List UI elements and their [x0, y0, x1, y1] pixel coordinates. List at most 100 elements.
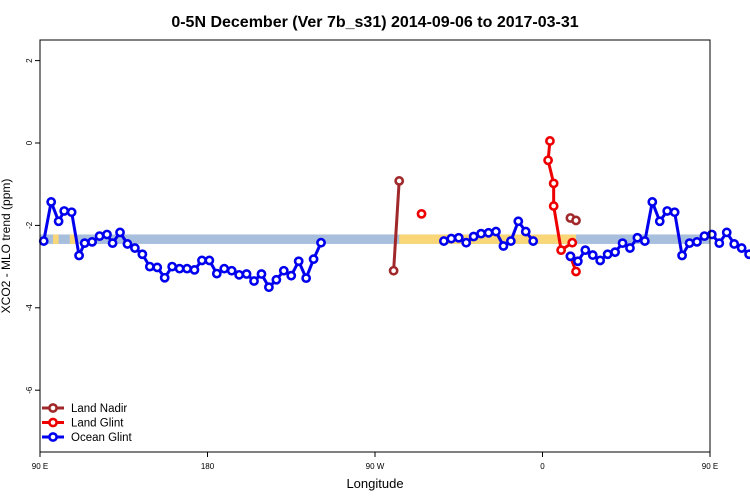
data-point [241, 269, 252, 279]
legend-label: Land Nadir [71, 403, 127, 415]
data-point [174, 263, 185, 274]
data-point [548, 178, 559, 189]
data-point [567, 237, 578, 248]
band-base [40, 234, 710, 244]
data-point [301, 273, 312, 284]
data-point [476, 228, 486, 239]
legend-swatch-marker [48, 432, 58, 442]
x-tick-label: 90 E [32, 462, 48, 471]
legend-item: Land Nadir [42, 403, 127, 415]
plot-frame [39, 39, 711, 453]
plot-area [38, 39, 750, 453]
data-point [632, 232, 643, 243]
band-highlight-2 [399, 234, 576, 244]
data-point [617, 238, 628, 249]
data-point [505, 236, 516, 246]
band-highlight-0 [53, 234, 59, 244]
legend-label: Ocean Glint [71, 432, 133, 444]
data-point [204, 255, 215, 266]
x-tick-label: 0 [540, 462, 545, 471]
data-point [293, 256, 304, 267]
data-point [59, 206, 70, 216]
data-point [662, 206, 673, 216]
data-point [102, 229, 112, 240]
data-point [556, 245, 567, 256]
data-point [53, 216, 64, 227]
data-point [46, 197, 57, 207]
data-point [197, 255, 207, 266]
data-point [152, 262, 163, 273]
band-highlight-1 [69, 234, 76, 244]
data-point [167, 261, 178, 272]
data-point [219, 263, 230, 274]
data-point [677, 250, 687, 261]
data-point [595, 255, 606, 266]
data-point [736, 243, 747, 253]
data-point [654, 216, 665, 227]
data-point [520, 226, 531, 237]
series-layer [38, 136, 750, 293]
data-point [625, 243, 635, 253]
legend: Land Nadir Land Glint Ocean Glint [42, 403, 133, 444]
data-point [468, 231, 479, 242]
data-point [115, 227, 125, 238]
data-point [394, 176, 405, 186]
data-point [137, 249, 148, 260]
data-point [684, 238, 695, 249]
y-tick-label: -2 [25, 221, 34, 229]
legend-swatch-marker [48, 403, 58, 413]
data-point [107, 238, 118, 249]
data-point [438, 236, 449, 246]
chart-title: 0-5N December (Ver 7b_s31) 2014-09-06 to… [171, 14, 578, 31]
data-point [453, 232, 464, 243]
data-point [647, 197, 658, 207]
y-axis-label: XCO2 - MLO trend (ppm) [0, 179, 13, 314]
data-point [159, 272, 170, 283]
data-point [483, 227, 494, 238]
data-point [639, 236, 650, 246]
data-point [182, 263, 192, 274]
y-tick-label: -6 [25, 386, 34, 394]
data-point [706, 229, 717, 240]
data-point [602, 249, 613, 260]
data-point [461, 237, 472, 248]
x-axis-label: Longitude [346, 476, 403, 491]
y-tick-label: 2 [25, 58, 34, 63]
legend-label: Land Glint [71, 418, 124, 430]
data-point [211, 268, 222, 279]
x-tick-label: 90 W [366, 462, 385, 471]
data-point [491, 226, 501, 237]
data-point [66, 207, 77, 218]
reference-band [40, 234, 710, 244]
data-point [498, 241, 509, 251]
data-point [234, 269, 245, 280]
data-point [122, 239, 133, 249]
data-point [446, 233, 457, 244]
data-point [271, 274, 282, 285]
data-point [308, 254, 319, 265]
data-point [571, 266, 581, 277]
data-point [226, 265, 237, 276]
data-point [572, 256, 583, 267]
data-point [130, 243, 140, 253]
data-point [264, 282, 274, 293]
data-point [249, 276, 259, 286]
series-land-nadir [388, 176, 581, 276]
x-axis: 90 E 180 90 W 0 90 E [32, 452, 718, 471]
data-point [286, 270, 297, 281]
y-axis: 2 0 -2 -4 -6 [25, 58, 40, 394]
y-tick-label: 0 [25, 140, 34, 145]
data-point [79, 238, 90, 249]
data-point [144, 261, 155, 272]
data-point [714, 238, 725, 249]
data-point [278, 265, 289, 276]
data-point [543, 155, 553, 166]
series-line [392, 180, 401, 271]
data-point [87, 236, 98, 247]
data-point [513, 216, 524, 227]
data-point [744, 249, 750, 260]
data-point [94, 231, 105, 242]
x-tick-label: 180 [201, 462, 215, 471]
data-point [610, 247, 620, 258]
